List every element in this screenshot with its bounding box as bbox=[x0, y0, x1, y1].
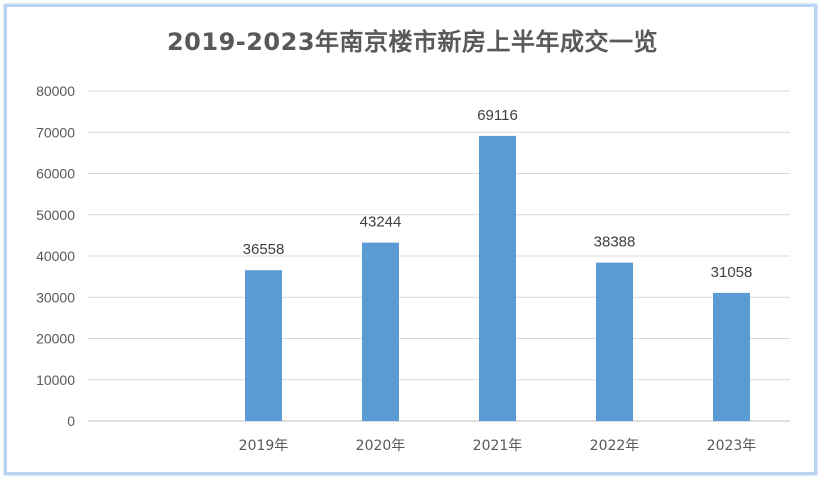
chart-title: 2019-2023年南京楼市新房上半年成交一览 bbox=[166, 28, 659, 56]
y-tick-label: 60000 bbox=[36, 166, 75, 182]
data-label: 38388 bbox=[594, 234, 636, 251]
data-labels: 36558 43244 69116 38388 31058 bbox=[243, 107, 753, 281]
chart-frame bbox=[4, 4, 817, 475]
y-tick-label: 50000 bbox=[36, 207, 75, 223]
bar bbox=[362, 242, 399, 421]
bar bbox=[479, 135, 516, 422]
x-tick-label: 2023年 bbox=[707, 438, 757, 454]
y-axis-ticks: 0 10000 20000 30000 40000 50000 60000 70000 8000… bbox=[36, 83, 75, 429]
x-tick-label: 2021年 bbox=[473, 438, 523, 454]
data-label: 69116 bbox=[477, 107, 518, 124]
y-tick-label: 10000 bbox=[36, 372, 75, 388]
y-tick-label: 70000 bbox=[36, 124, 75, 140]
bar bbox=[713, 292, 750, 421]
bar bbox=[596, 262, 633, 421]
data-label: 31058 bbox=[711, 264, 753, 281]
x-tick-label: 2020年 bbox=[356, 438, 406, 454]
gridlines bbox=[88, 90, 790, 422]
x-axis-ticks: 2019年 2020年 2021年 2022年 2023年 bbox=[239, 438, 757, 454]
data-label: 43244 bbox=[360, 214, 402, 231]
data-label: 36558 bbox=[243, 241, 285, 258]
y-tick-label: 40000 bbox=[36, 248, 75, 264]
bar bbox=[245, 270, 282, 421]
x-tick-label: 2022年 bbox=[590, 438, 640, 454]
bars bbox=[245, 135, 750, 422]
x-tick-label: 2019年 bbox=[239, 438, 289, 454]
y-tick-label: 30000 bbox=[36, 289, 75, 305]
y-tick-label: 80000 bbox=[36, 83, 75, 99]
y-tick-label: 0 bbox=[67, 413, 75, 429]
y-tick-label: 20000 bbox=[36, 331, 75, 347]
